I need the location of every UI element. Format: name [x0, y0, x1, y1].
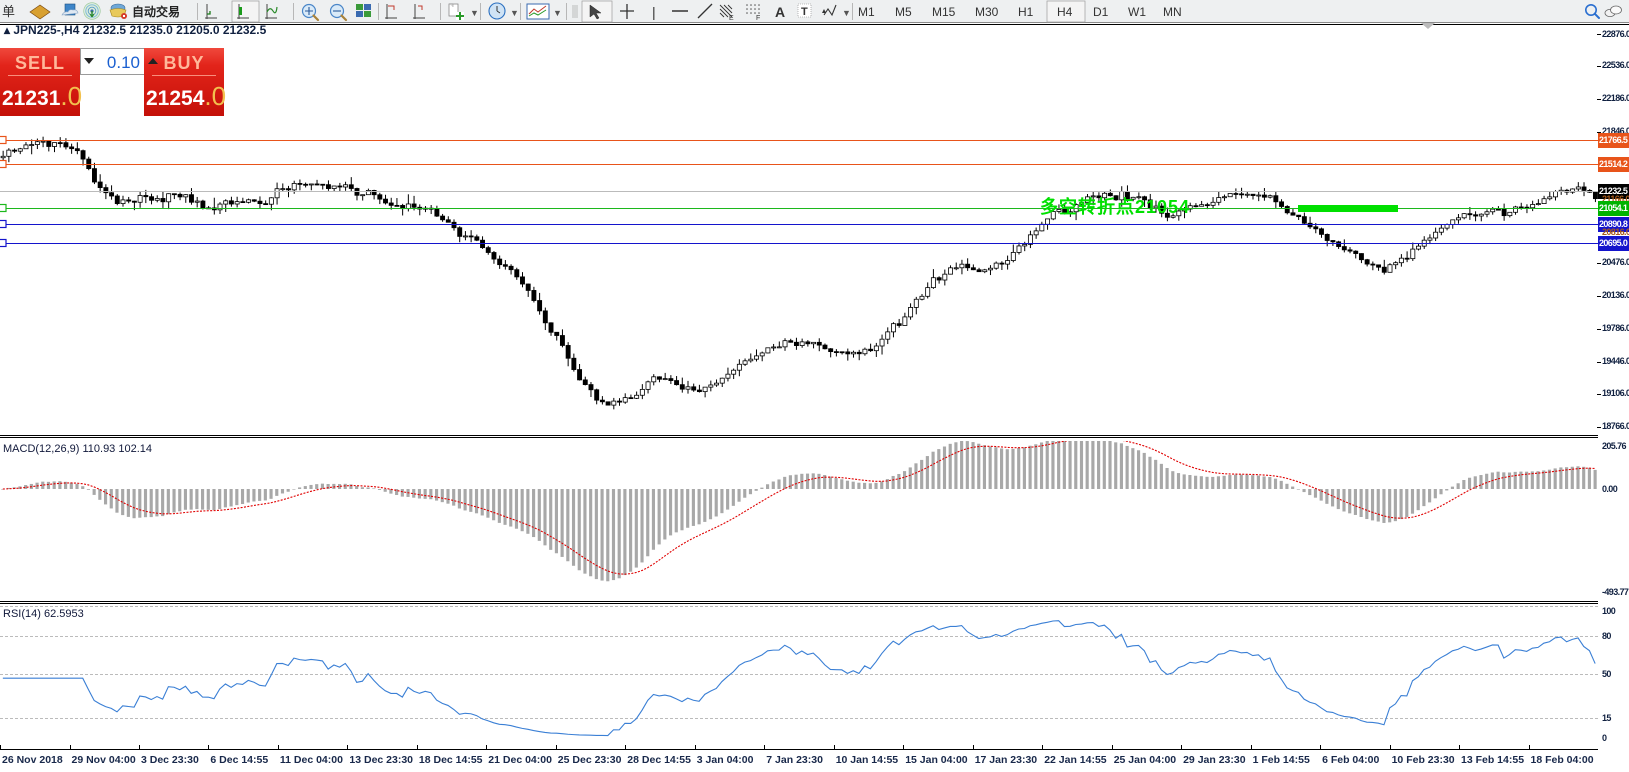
svg-text:▼: ▼: [510, 8, 519, 18]
svg-text:|: |: [652, 4, 656, 20]
svg-text:单: 单: [2, 4, 15, 19]
svg-text:M1: M1: [858, 5, 875, 19]
svg-text:MN: MN: [1163, 5, 1182, 19]
svg-text:▼: ▼: [553, 8, 562, 18]
svg-text:T: T: [801, 6, 808, 18]
svg-text:E: E: [729, 15, 734, 22]
svg-text:自动交易: 自动交易: [132, 4, 180, 19]
svg-text:▼: ▼: [842, 8, 851, 18]
svg-text:W1: W1: [1128, 5, 1146, 19]
svg-text:M5: M5: [895, 5, 912, 19]
svg-text:H1: H1: [1018, 5, 1034, 19]
svg-text:A: A: [775, 4, 785, 20]
svg-text:H4: H4: [1057, 5, 1073, 19]
svg-text:▼: ▼: [470, 8, 479, 18]
svg-text:D1: D1: [1093, 5, 1109, 19]
svg-text:M15: M15: [932, 5, 956, 19]
svg-text:M30: M30: [975, 5, 999, 19]
svg-text:F: F: [756, 15, 760, 22]
